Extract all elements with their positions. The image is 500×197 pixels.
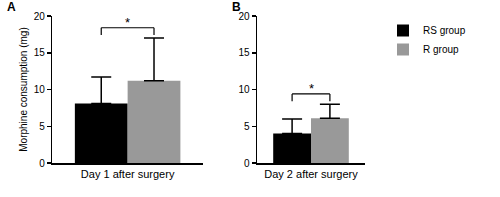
svg-text:*: * (125, 15, 130, 30)
svg-text:15: 15 (238, 47, 250, 58)
svg-text:15: 15 (34, 47, 46, 58)
svg-text:B: B (232, 0, 241, 14)
svg-text:*: * (309, 81, 314, 96)
svg-text:A: A (7, 0, 16, 14)
svg-text:0: 0 (39, 158, 45, 169)
svg-text:RS group: RS group (423, 25, 466, 36)
svg-text:R group: R group (423, 44, 459, 55)
svg-text:5: 5 (39, 121, 45, 132)
svg-text:Morphine consumption (mg): Morphine consumption (mg) (18, 27, 29, 152)
svg-text:5: 5 (244, 121, 250, 132)
svg-text:20: 20 (34, 11, 46, 22)
svg-text:0: 0 (244, 158, 250, 169)
svg-text:Day 2 after surgery: Day 2 after surgery (264, 168, 358, 180)
svg-text:20: 20 (238, 11, 250, 22)
svg-text:10: 10 (34, 84, 46, 95)
svg-text:10: 10 (238, 84, 250, 95)
svg-text:Day 1 after surgery: Day 1 after surgery (81, 168, 175, 180)
